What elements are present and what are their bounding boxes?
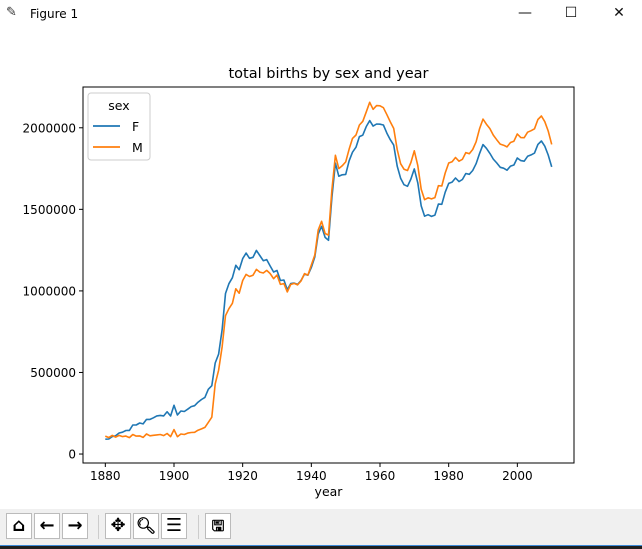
close-button[interactable]: ✕ (613, 5, 625, 21)
legend-title: sex (108, 98, 129, 113)
toolbar-separator (98, 515, 99, 539)
floppy-disk-icon: 🖫 (211, 517, 225, 535)
navigation-toolbar: ⌂ ← → ✥ 🔍︎ ☰ 🖫 (0, 509, 642, 545)
save-button[interactable]: 🖫 (205, 513, 231, 539)
forward-button[interactable]: → (62, 513, 88, 539)
feather-icon: ✎ (6, 5, 17, 20)
arrow-right-icon: → (67, 515, 83, 536)
configure-subplots-button[interactable]: ☰ (161, 513, 187, 539)
taskbar-edge (0, 545, 642, 549)
x-tick-label: 1960 (365, 469, 396, 483)
window-titlebar: ✎ Figure 1 — ☐ ✕ (0, 0, 642, 28)
legend-label-M: M (132, 140, 143, 155)
pan-button[interactable]: ✥ (105, 513, 131, 539)
maximize-button[interactable]: ☐ (564, 5, 578, 21)
y-tick-label: 0 (68, 448, 76, 462)
x-tick-label: 1920 (227, 469, 258, 483)
series-line-F (105, 119, 553, 440)
chart-title: total births by sex and year (228, 66, 428, 82)
minimize-button[interactable]: — (518, 5, 532, 21)
legend-label-F: F (132, 119, 139, 134)
x-tick-label: 2000 (502, 469, 533, 483)
y-tick-label: 1000000 (23, 284, 76, 298)
arrow-left-icon: ← (39, 515, 55, 536)
x-tick-label: 1940 (296, 469, 327, 483)
x-axis-label: year (315, 484, 344, 499)
move-icon: ✥ (110, 515, 126, 536)
y-tick-label: 500000 (30, 366, 76, 380)
magnifier-icon: 🔍︎ (135, 516, 157, 535)
x-tick-label: 1900 (159, 469, 190, 483)
zoom-button[interactable]: 🔍︎ (133, 513, 159, 539)
back-button[interactable]: ← (34, 513, 60, 539)
x-tick-label: 1880 (90, 469, 121, 483)
plot-frame (82, 86, 575, 464)
toolbar-separator (198, 515, 199, 539)
home-icon: ⌂ (12, 515, 26, 536)
y-tick-label: 1500000 (23, 203, 76, 217)
sliders-icon: ☰ (165, 515, 183, 536)
x-tick-label: 1980 (433, 469, 464, 483)
home-button[interactable]: ⌂ (6, 513, 32, 539)
series-line-M (104, 101, 553, 439)
y-tick-label: 2000000 (23, 121, 76, 135)
window-title: Figure 1 (30, 7, 79, 21)
